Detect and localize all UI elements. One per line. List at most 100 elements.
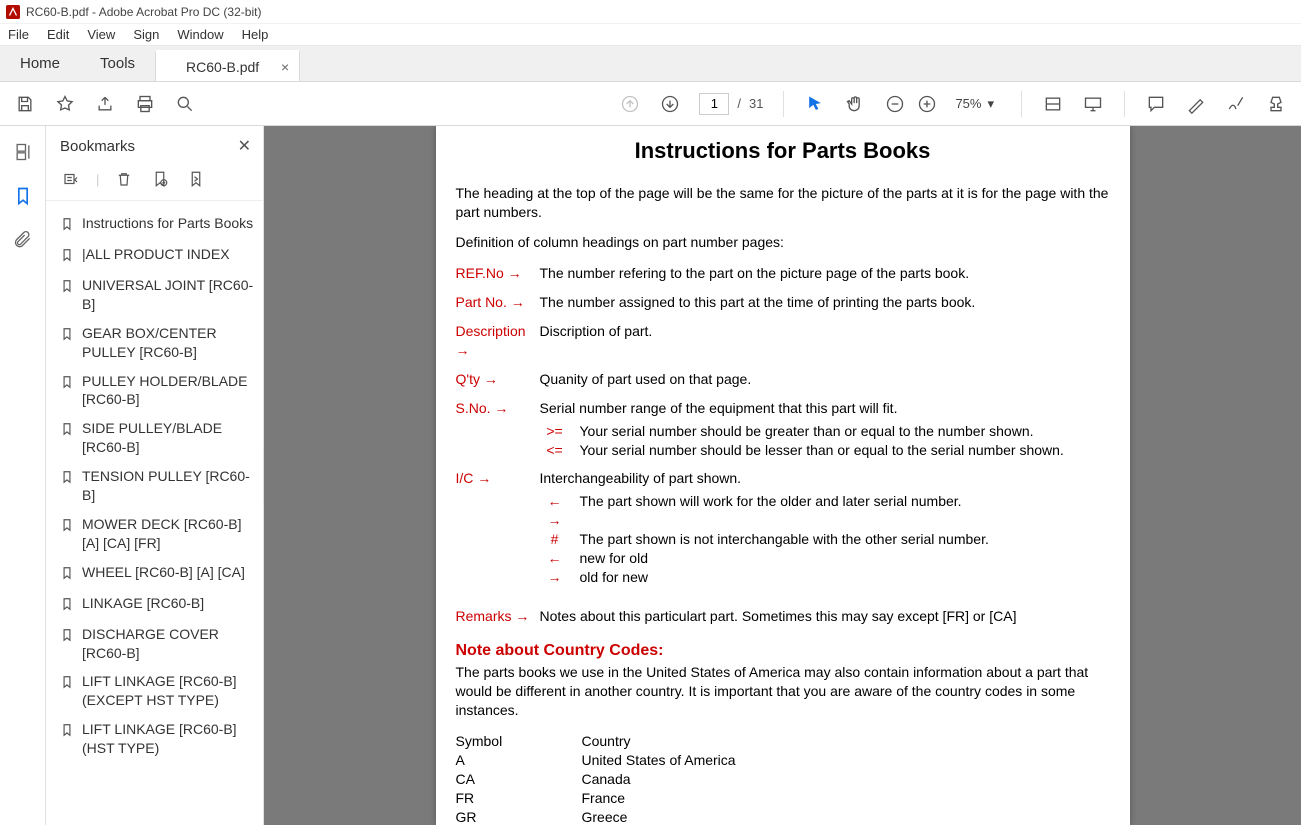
tab-home[interactable]: Home [0,46,80,81]
menu-file[interactable]: File [8,27,29,42]
left-rail [0,126,46,825]
menu-sign[interactable]: Sign [133,27,159,42]
bookmark-item[interactable]: SIDE PULLEY/BLADE [RC60-B] [56,414,259,462]
bookmark-item-icon [60,517,74,536]
window-title: RC60-B.pdf - Adobe Acrobat Pro DC (32-bi… [26,5,261,19]
bookmark-item-label: GEAR BOX/CENTER PULLEY [RC60-B] [82,324,255,362]
tab-strip: Home Tools RC60-B.pdf × [0,46,1301,82]
bookmark-item[interactable]: TENSION PULLEY [RC60-B] [56,462,259,510]
bookmarks-panel: Bookmarks ✕ | Instructions for Parts Boo… [46,126,264,825]
bookmark-item-icon [60,627,74,646]
bookmarks-close-icon[interactable]: ✕ [238,136,251,156]
definitions: REF.No →The number refering to the part … [456,264,1110,625]
zoom-value: 75% [955,96,981,111]
tab-close-icon[interactable]: × [281,59,289,75]
highlight-icon[interactable] [1185,93,1207,115]
bookmark-expand-icon[interactable] [185,168,207,190]
bookmark-item-label: Instructions for Parts Books [82,214,253,233]
zoom-in-icon[interactable] [916,93,938,115]
save-icon[interactable] [14,93,36,115]
tab-document-label: RC60-B.pdf [186,59,259,75]
read-mode-icon[interactable] [1082,93,1104,115]
fit-width-icon[interactable] [1042,93,1064,115]
bookmarks-list[interactable]: Instructions for Parts Books |ALL PRODUCT… [46,201,263,825]
doc-title: Instructions for Parts Books [456,136,1110,166]
bookmarks-title: Bookmarks [60,138,135,155]
bookmark-item-icon [60,247,74,266]
bookmark-item-label: PULLEY HOLDER/BLADE [RC60-B] [82,372,255,410]
attachments-icon[interactable] [11,228,35,252]
menu-window[interactable]: Window [177,27,223,42]
menu-help[interactable]: Help [242,27,269,42]
selection-tool-icon[interactable] [804,93,826,115]
bookmark-item[interactable]: Instructions for Parts Books [56,209,259,240]
bookmark-item-icon [60,374,74,393]
sign-icon[interactable] [1225,93,1247,115]
find-icon[interactable] [174,93,196,115]
bookmark-item-label: WHEEL [RC60-B] [A] [CA] [82,563,245,582]
pdf-page: Instructions for Parts Books The heading… [436,126,1130,825]
page-total: 31 [749,96,763,111]
menu-bar: File Edit View Sign Window Help [0,24,1301,46]
bookmark-item-icon [60,722,74,741]
bookmark-item-label: DISCHARGE COVER [RC60-B] [82,625,255,663]
bookmark-options-icon[interactable] [60,168,82,190]
country-code-row: AUnited States of America [456,751,1110,770]
zoom-select[interactable]: 75% ▾ [948,93,1001,115]
page-up-icon [619,93,641,115]
bookmark-item[interactable]: DISCHARGE COVER [RC60-B] [56,620,259,668]
bookmark-item[interactable]: PULLEY HOLDER/BLADE [RC60-B] [56,367,259,415]
bookmark-item-label: UNIVERSAL JOINT [RC60-B] [82,276,255,314]
star-icon[interactable] [54,93,76,115]
menu-view[interactable]: View [87,27,115,42]
bookmark-item[interactable]: LIFT LINKAGE [RC60-B] (EXCEPT HST TYPE) [56,667,259,715]
bookmark-item[interactable]: WHEEL [RC60-B] [A] [CA] [56,558,259,589]
country-code-row: CACanada [456,770,1110,789]
bookmark-item[interactable]: GEAR BOX/CENTER PULLEY [RC60-B] [56,319,259,367]
thumbnails-icon[interactable] [11,140,35,164]
share-icon[interactable] [94,93,116,115]
chevron-down-icon: ▾ [987,96,994,112]
country-codes-table: SymbolCountry AUnited States of AmericaC… [456,732,1110,825]
main-area: Bookmarks ✕ | Instructions for Parts Boo… [0,126,1301,825]
bookmark-item-icon [60,674,74,693]
bookmark-item-label: TENSION PULLEY [RC60-B] [82,467,255,505]
doc-intro: The heading at the top of the page will … [456,184,1110,222]
bookmark-item-icon [60,216,74,235]
menu-edit[interactable]: Edit [47,27,69,42]
bookmark-item[interactable]: MOWER DECK [RC60-B] [A] [CA] [FR] [56,510,259,558]
print-icon[interactable] [134,93,156,115]
tab-document[interactable]: RC60-B.pdf × [155,50,300,81]
bookmark-item[interactable]: UNIVERSAL JOINT [RC60-B] [56,271,259,319]
bookmark-item[interactable]: LIFT LINKAGE [RC60-B] (HST TYPE) [56,715,259,763]
bookmark-item[interactable]: LINKAGE [RC60-B] [56,589,259,620]
zoom-out-icon[interactable] [884,93,906,115]
acrobat-icon [6,5,20,19]
comment-icon[interactable] [1145,93,1167,115]
bookmarks-tools: | [46,164,263,201]
stamp-icon[interactable] [1265,93,1287,115]
bookmark-item-label: |ALL PRODUCT INDEX [82,245,230,264]
tab-tools[interactable]: Tools [80,46,155,81]
bookmark-item-label: LINKAGE [RC60-B] [82,594,204,613]
bookmark-item[interactable]: |ALL PRODUCT INDEX [56,240,259,271]
bookmark-add-icon[interactable] [149,168,171,190]
country-code-row: FRFrance [456,789,1110,808]
note-heading: Note about Country Codes: [456,640,1110,662]
bookmark-delete-icon[interactable] [113,168,135,190]
bookmark-item-label: LIFT LINKAGE [RC60-B] (EXCEPT HST TYPE) [82,672,255,710]
country-code-row: GRGreece [456,808,1110,825]
bookmark-item-label: SIDE PULLEY/BLADE [RC60-B] [82,419,255,457]
page-indicator: / 31 [699,93,763,115]
page-current-input[interactable] [699,93,729,115]
bookmarks-icon[interactable] [11,184,35,208]
bookmark-item-icon [60,421,74,440]
toolbar: / 31 75% ▾ [0,82,1301,126]
bookmark-item-icon [60,469,74,488]
document-viewer[interactable]: Instructions for Parts Books The heading… [264,126,1301,825]
hand-tool-icon[interactable] [844,93,866,115]
page-sep: / [737,96,741,111]
note-text: The parts books we use in the United Sta… [456,663,1110,720]
bookmark-item-icon [60,565,74,584]
page-down-icon[interactable] [659,93,681,115]
